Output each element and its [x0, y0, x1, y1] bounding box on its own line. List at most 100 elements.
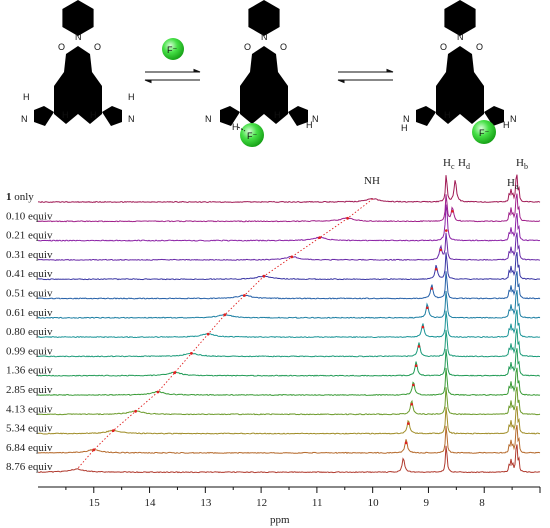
- ha-peak-label: Ha: [507, 177, 519, 191]
- svg-text:O: O: [244, 42, 251, 52]
- spectrum-trace: [37, 290, 541, 319]
- hd-shift-marker: [439, 248, 443, 252]
- nh-shift-marker: [318, 236, 322, 240]
- equiv-label: 5.34 equiv: [6, 423, 53, 435]
- x-tick-label: 13: [200, 497, 212, 509]
- svg-text:H: H: [444, 110, 451, 120]
- equivalent-labels: 1 only 0.10 equiv 0.21 equiv 0.31 equiv 0.41…: [6, 191, 53, 473]
- bound-fluoride-ball-2: F⁻: [472, 120, 496, 144]
- hd-shift-marker: [404, 441, 408, 445]
- svg-text:H: H: [128, 92, 135, 102]
- x-tick-label: 14: [145, 497, 157, 509]
- hd-shift-marker: [451, 210, 454, 213]
- nh-peak-label: NH: [364, 175, 380, 187]
- nh-shift-marker: [173, 371, 177, 375]
- svg-text:H: H: [232, 122, 239, 132]
- equiv-label: 0.61 equiv: [6, 307, 53, 319]
- equiv-label: 6.84 equiv: [6, 442, 53, 454]
- spectrum-trace: [37, 309, 541, 339]
- spectrum-trace: [37, 174, 541, 203]
- complex-alt-atom-labels: O O N N N H H H: [401, 32, 517, 133]
- svg-text:O: O: [280, 42, 287, 52]
- svg-text:H: H: [503, 120, 510, 130]
- equiv-label: 2.85 equiv: [6, 384, 53, 396]
- hd-shift-marker: [421, 325, 425, 329]
- svg-text:N: N: [128, 114, 135, 124]
- svg-text:F⁻: F⁻: [479, 128, 489, 138]
- equilibrium-arrow-2: [337, 68, 394, 84]
- spectrum-trace: [37, 386, 541, 416]
- equiv-label: 0.10 equiv: [6, 210, 53, 222]
- svg-text:N: N: [75, 32, 82, 42]
- hd-peak-label: Hd: [458, 157, 470, 171]
- nh-shift-marker: [189, 352, 193, 355]
- nh-shift-marker: [290, 255, 294, 259]
- receptor-structure: [34, 0, 122, 126]
- x-tick-label: 11: [312, 497, 323, 509]
- equiv-label: 4.13 equiv: [6, 403, 53, 415]
- spectrum-trace: [37, 328, 541, 358]
- fluoride-ball-reagent: F⁻: [162, 38, 184, 60]
- equiv-label: 0.31 equiv: [6, 249, 53, 261]
- spectrum-trace: [37, 271, 541, 300]
- svg-text:H: H: [306, 120, 313, 130]
- equiv-label: 0.41 equiv: [6, 268, 53, 280]
- nh-shift-trend-line: [76, 198, 454, 470]
- spectrum-trace: [37, 193, 541, 223]
- peak-labels: NH Hc Hd Ha Hb: [364, 157, 528, 191]
- hb-peak-label: Hb: [516, 157, 528, 171]
- spectrum-trace: [37, 232, 541, 261]
- nh-shift-marker: [262, 274, 266, 278]
- svg-text:H: H: [62, 110, 69, 120]
- hd-shift-marker: [410, 403, 414, 406]
- hd-shift-marker: [426, 306, 429, 310]
- spectrum-trace: [37, 405, 541, 435]
- x-tick-label: 12: [256, 497, 267, 509]
- x-axis-label: ppm: [270, 514, 290, 526]
- spectrum-trace: [37, 251, 541, 281]
- x-tick-label: 15: [89, 497, 101, 509]
- nh-shift-marker: [134, 409, 138, 413]
- svg-text:F⁻: F⁻: [167, 45, 177, 55]
- spectrum-trace: [37, 367, 541, 396]
- hd-shift-marker: [444, 229, 448, 232]
- svg-text:N: N: [312, 114, 319, 124]
- complex-1-1-structure: [220, 0, 308, 126]
- nh-shift-marker: [242, 294, 246, 297]
- x-tick-label: 8: [479, 497, 485, 509]
- svg-text:N: N: [457, 32, 464, 42]
- nh-shift-marker: [156, 390, 160, 394]
- complex-alt-structure: [416, 0, 504, 126]
- nh-shift-marker: [346, 216, 349, 220]
- x-tick-label: 10: [368, 497, 380, 509]
- svg-text:O: O: [58, 42, 65, 52]
- svg-text:N: N: [21, 114, 28, 124]
- hd-shift-marker: [434, 267, 438, 271]
- nmr-stacked-spectra: [37, 174, 541, 474]
- spectrum-trace: [37, 424, 541, 454]
- svg-text:O: O: [94, 42, 101, 52]
- hc-peak-label: Hc: [443, 157, 455, 171]
- hd-shift-marker: [430, 287, 434, 290]
- nh-shift-marker: [92, 448, 96, 452]
- equilibrium-arrow-1: [144, 68, 201, 84]
- svg-text:N: N: [510, 114, 517, 124]
- equiv-label: 1 only: [6, 191, 34, 203]
- nh-shift-marker: [206, 332, 210, 336]
- ppm-axis: 15 14 13 12 11 10 9 8 ppm: [38, 486, 541, 526]
- svg-text:H: H: [401, 123, 408, 133]
- complex-1-1-atom-labels: O O N N N H H H: [205, 32, 319, 132]
- x-tick-label: 9: [423, 497, 429, 509]
- hd-shift-marker: [407, 422, 410, 425]
- svg-text:H: H: [274, 110, 281, 120]
- equiv-label: 0.21 equiv: [6, 230, 53, 242]
- svg-text:N: N: [261, 32, 268, 42]
- equiv-label: 0.99 equiv: [6, 345, 53, 357]
- svg-text:O: O: [476, 42, 483, 52]
- equiv-label: 0.51 equiv: [6, 288, 53, 300]
- hd-shift-marker: [414, 364, 418, 368]
- hd-shift-marker: [417, 345, 421, 348]
- svg-text:H: H: [23, 92, 30, 102]
- equiv-label: 1.36 equiv: [6, 365, 53, 377]
